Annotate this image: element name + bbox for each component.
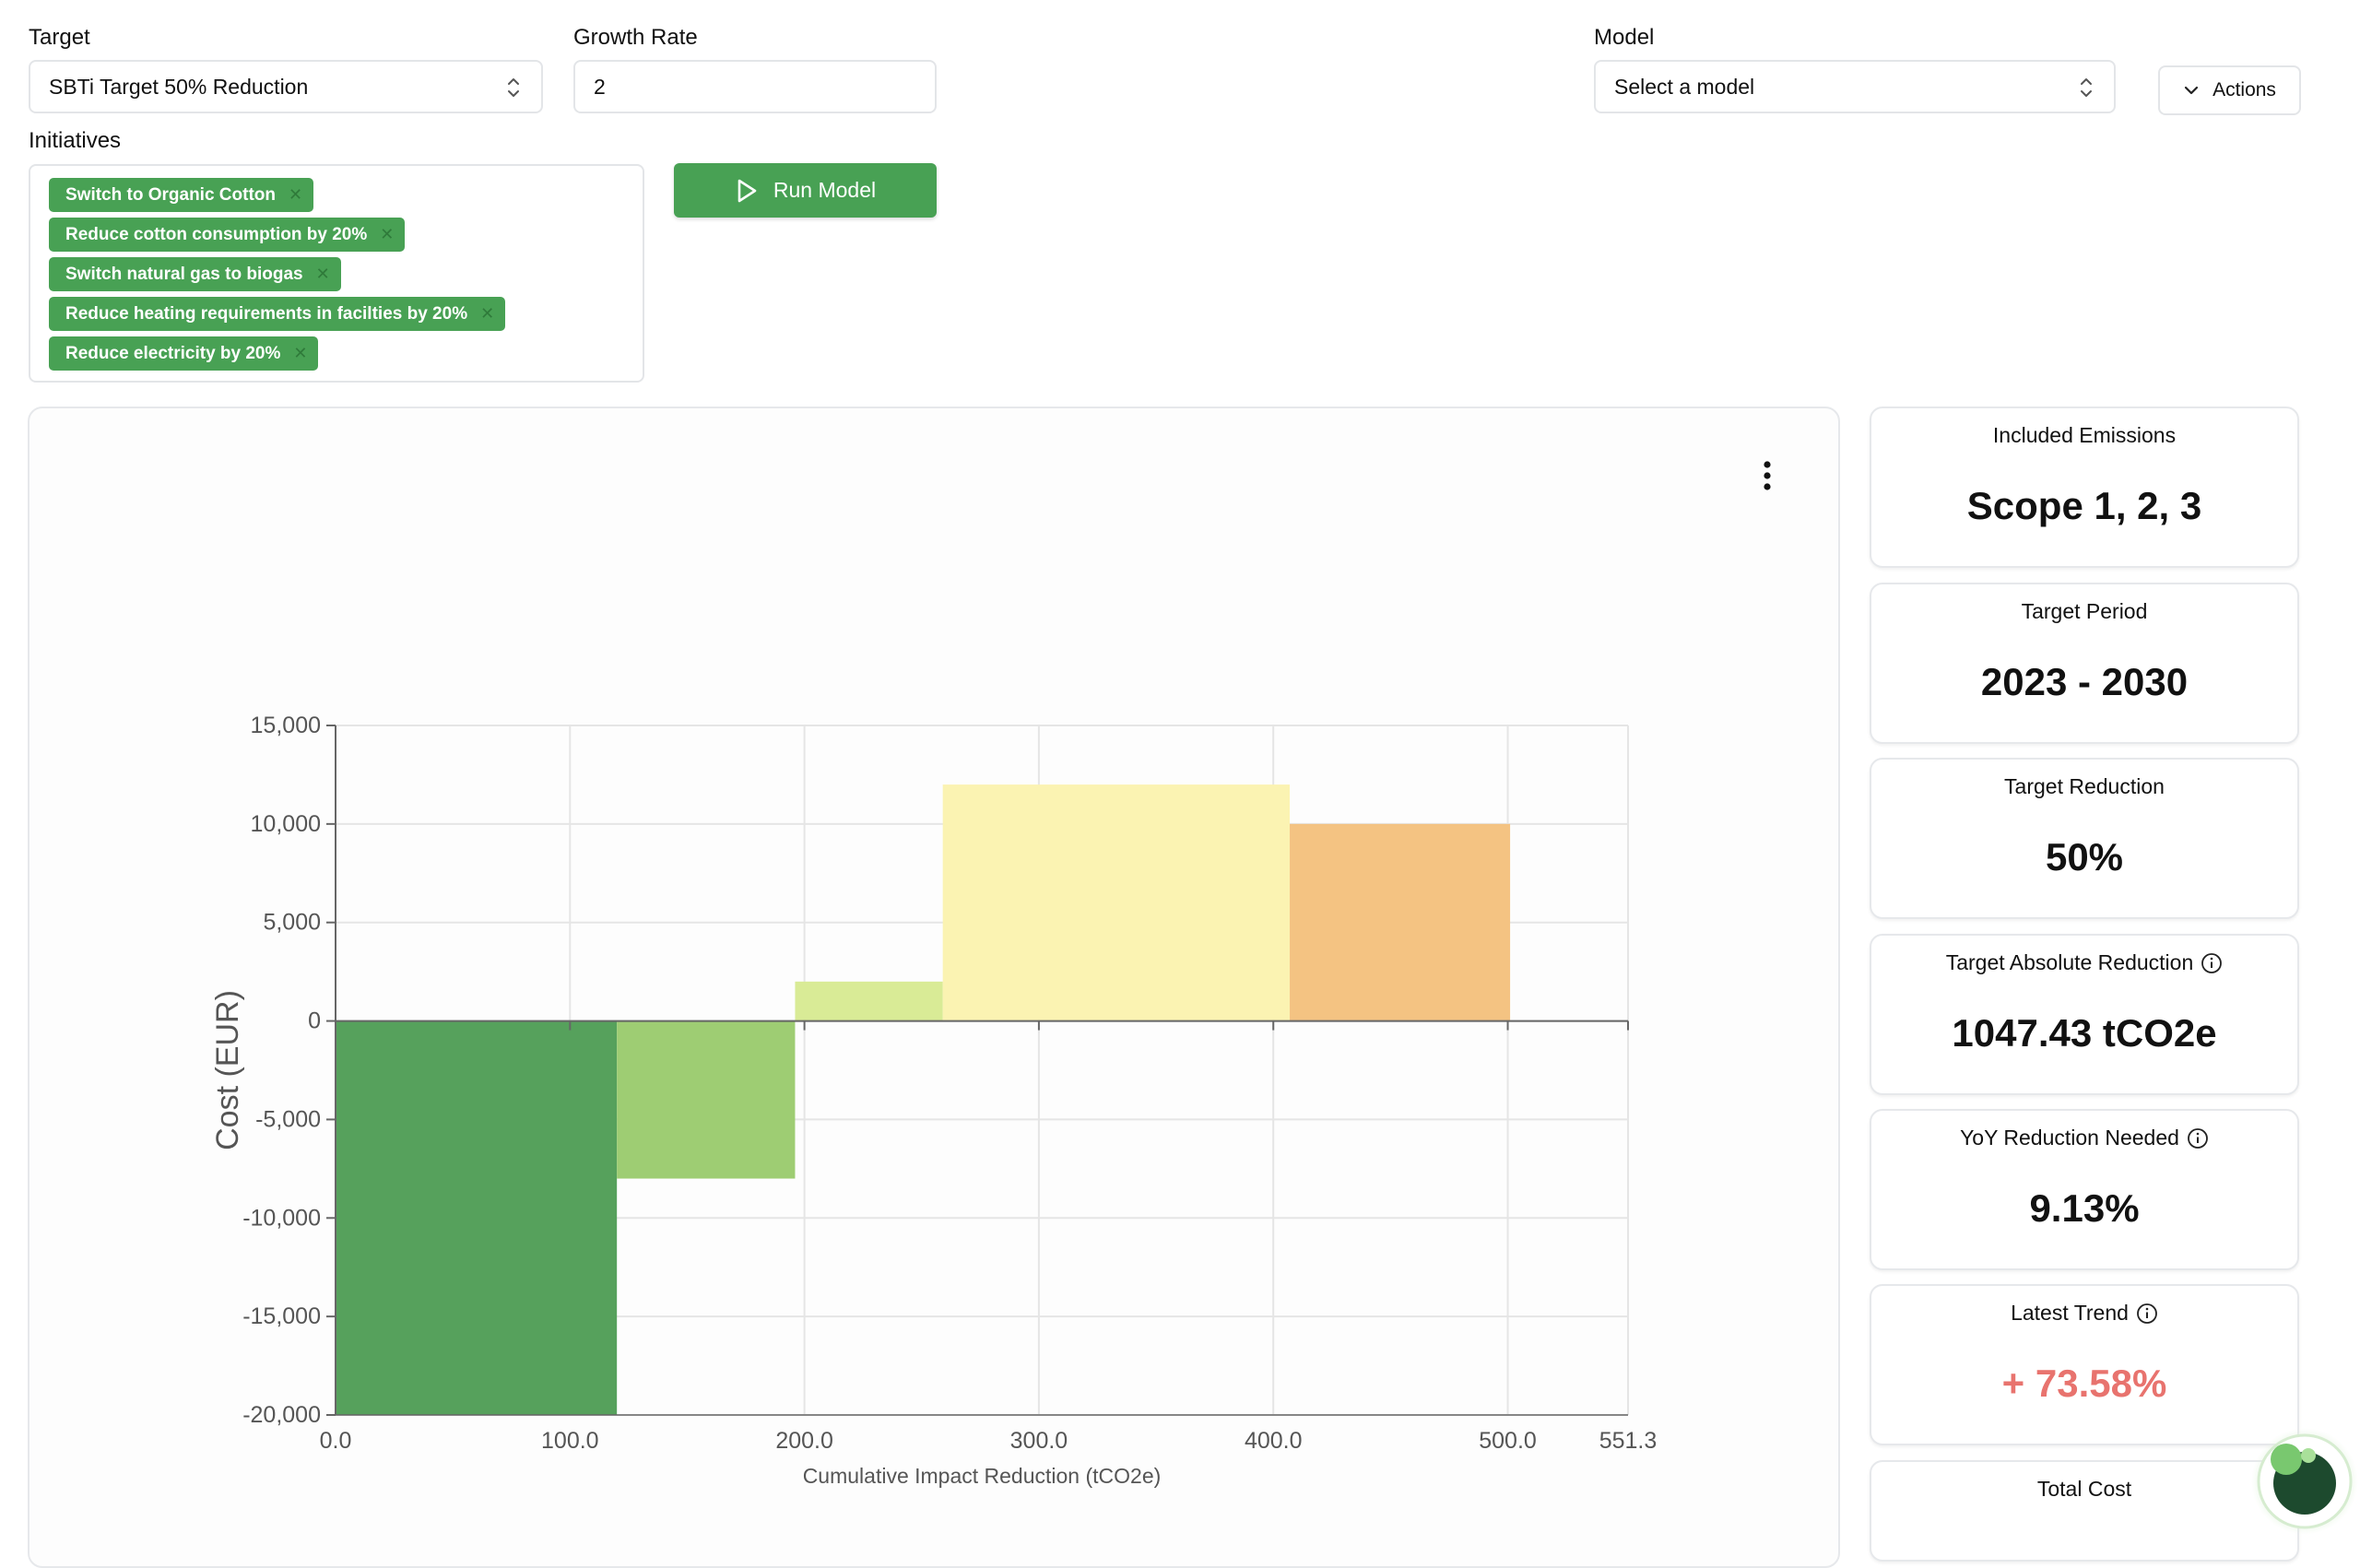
- stat-card-target-absolute-reduction: Target Absolute Reduction 1047.43 tCO2e: [1870, 934, 2299, 1095]
- play-icon: [738, 179, 757, 202]
- chart-bar: [336, 1020, 618, 1415]
- y-tick-label: 5,000: [263, 910, 321, 936]
- y-tick-label: 15,000: [251, 713, 321, 738]
- stat-title: Target Reduction: [2004, 774, 2165, 798]
- remove-chip-icon[interactable]: ✕: [380, 225, 395, 243]
- x-tick-label: 0.0: [320, 1428, 352, 1454]
- x-tick-label: 500.0: [1479, 1428, 1537, 1454]
- macc-chart: 15,000 10,000 5,000 0 -5,000 -10,000 -15,000 -2…: [210, 713, 1658, 1488]
- initiative-chip[interactable]: Reduce heating requirements in facilties…: [49, 297, 506, 331]
- y-tick-label: -20,000: [242, 1402, 321, 1428]
- x-tick-label: 300.0: [1010, 1428, 1068, 1454]
- chart-bar: [617, 1020, 796, 1179]
- remove-chip-icon[interactable]: ✕: [289, 185, 303, 204]
- initiative-chip-label: Switch to Organic Cotton: [65, 184, 276, 205]
- info-icon[interactable]: [2201, 952, 2223, 974]
- target-select[interactable]: SBTi Target 50% Reduction: [29, 60, 543, 113]
- y-tick-label: -15,000: [242, 1303, 321, 1329]
- x-tick-label: 551.3: [1599, 1428, 1658, 1454]
- chevron-up-down-icon: [2081, 78, 2092, 97]
- stat-card-latest-trend: Latest Trend + 73.58%: [1870, 1284, 2299, 1445]
- stat-title: Total Cost: [2036, 1477, 2132, 1501]
- stat-value: 9.13%: [2029, 1186, 2140, 1230]
- target-label: Target: [29, 25, 90, 50]
- stat-value: + 73.58%: [2001, 1362, 2167, 1405]
- chart-bar: [795, 981, 943, 1021]
- stat-card-target-period: Target Period 2023 - 2030: [1870, 583, 2299, 744]
- y-tick-label: 10,000: [251, 811, 321, 837]
- initiative-chip[interactable]: Reduce electricity by 20% ✕: [49, 336, 319, 371]
- stat-card-total-cost: Total Cost: [1870, 1460, 2299, 1562]
- more-options-icon[interactable]: [1753, 457, 1781, 494]
- initiative-chip[interactable]: Switch natural gas to biogas ✕: [49, 257, 341, 291]
- target-select-value: SBTi Target 50% Reduction: [49, 74, 309, 99]
- growth-rate-label: Growth Rate: [573, 25, 698, 50]
- model-select[interactable]: Select a model: [1594, 60, 2116, 113]
- model-label: Model: [1594, 25, 1655, 50]
- stat-title: Latest Trend: [2011, 1301, 2129, 1325]
- stat-title: YoY Reduction Needed: [1960, 1126, 2179, 1149]
- x-tick-label: 200.0: [775, 1428, 833, 1454]
- stat-title: Target Absolute Reduction: [1945, 950, 2194, 974]
- initiative-chip-label: Reduce electricity by 20%: [65, 343, 281, 363]
- run-model-button[interactable]: Run Model: [674, 163, 937, 218]
- initiative-chip[interactable]: Reduce cotton consumption by 20% ✕: [49, 218, 406, 252]
- stat-value: 50%: [2045, 835, 2124, 878]
- model-select-placeholder: Select a model: [1614, 74, 1755, 99]
- initiative-chip[interactable]: Switch to Organic Cotton ✕: [49, 178, 314, 212]
- y-axis-title: Cost (EUR): [210, 990, 245, 1150]
- stat-value: Scope 1, 2, 3: [1966, 484, 2202, 527]
- initiative-chip-label: Switch natural gas to biogas: [65, 264, 303, 284]
- y-tick-label: -10,000: [242, 1205, 321, 1231]
- info-icon[interactable]: [2136, 1303, 2158, 1325]
- remove-chip-icon[interactable]: ✕: [480, 304, 495, 323]
- chevron-up-down-icon: [508, 78, 519, 97]
- info-icon[interactable]: [2187, 1127, 2209, 1149]
- x-tick-label: 100.0: [541, 1428, 599, 1454]
- chart-bar: [1290, 823, 1511, 1021]
- stat-title: Included Emissions: [1992, 423, 2177, 447]
- y-tick-label: -5,000: [255, 1106, 321, 1132]
- stat-title: Target Period: [2021, 599, 2148, 623]
- actions-label: Actions: [2212, 79, 2276, 100]
- x-axis-title: Cumulative Impact Reduction (tCO2e): [803, 1464, 1162, 1488]
- stat-card-included-emissions: Included Emissions Scope 1, 2, 3: [1870, 407, 2299, 568]
- initiative-chip-label: Reduce cotton consumption by 20%: [65, 224, 368, 244]
- y-tick-label: 0: [308, 1008, 321, 1034]
- chart-bar: [942, 784, 1291, 1021]
- stat-value: 1047.43 tCO2e: [1952, 1011, 2217, 1055]
- initiatives-label: Initiatives: [29, 128, 122, 153]
- initiatives-multiselect[interactable]: Switch to Organic Cotton ✕ Reduce cotton…: [29, 164, 644, 383]
- assistant-launcher-icon[interactable]: [2249, 1424, 2360, 1540]
- x-tick-label: 400.0: [1245, 1428, 1303, 1454]
- run-model-label: Run Model: [773, 178, 877, 202]
- actions-button[interactable]: Actions: [2158, 65, 2301, 115]
- remove-chip-icon[interactable]: ✕: [315, 265, 330, 283]
- stat-value: 2023 - 2030: [1980, 660, 2189, 703]
- initiative-chip-label: Reduce heating requirements in facilties…: [65, 303, 468, 324]
- stat-card-yoy-reduction: YoY Reduction Needed 9.13%: [1870, 1109, 2299, 1270]
- growth-rate-value: 2: [594, 74, 606, 99]
- remove-chip-icon[interactable]: ✕: [293, 344, 308, 362]
- stat-card-target-reduction: Target Reduction 50%: [1870, 758, 2299, 919]
- growth-rate-input[interactable]: 2: [573, 60, 937, 113]
- chevron-down-icon: [2184, 86, 2199, 95]
